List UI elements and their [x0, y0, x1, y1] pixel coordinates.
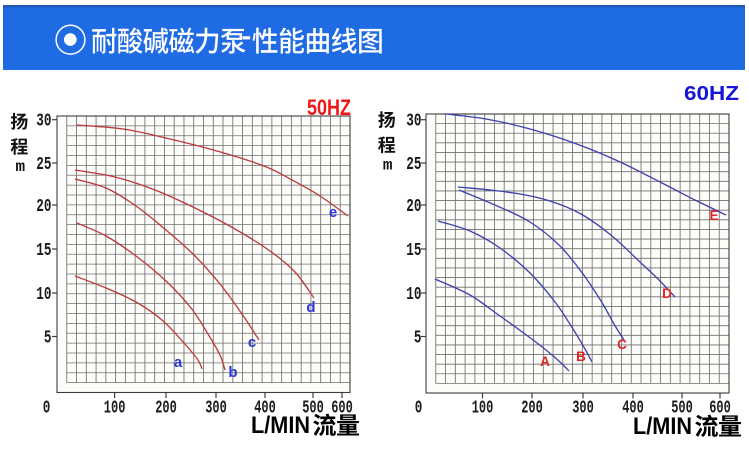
svg-text:0: 0	[415, 399, 423, 419]
svg-text:d: d	[306, 299, 315, 316]
svg-text:25: 25	[36, 155, 51, 175]
svg-text:25: 25	[406, 155, 421, 175]
svg-text:100: 100	[472, 399, 494, 419]
svg-text:L/MIN: L/MIN	[633, 413, 692, 440]
svg-text:a: a	[174, 354, 183, 371]
svg-text:e: e	[329, 204, 337, 221]
svg-text:m: m	[16, 158, 26, 176]
svg-text:15: 15	[36, 241, 51, 261]
svg-text:20: 20	[36, 197, 51, 217]
svg-text:10: 10	[36, 285, 51, 305]
svg-text:600: 600	[331, 399, 353, 419]
svg-text:L/MIN: L/MIN	[251, 412, 310, 439]
svg-text:C: C	[617, 337, 627, 352]
svg-text:5: 5	[44, 328, 52, 348]
svg-text:10: 10	[406, 285, 421, 305]
svg-text:50HZ: 50HZ	[307, 95, 351, 120]
svg-text:300: 300	[572, 399, 594, 419]
svg-text:30: 30	[406, 112, 421, 132]
svg-text:600: 600	[709, 399, 731, 419]
svg-text:400: 400	[622, 399, 644, 419]
svg-text:200: 200	[155, 399, 177, 419]
svg-text:m: m	[383, 157, 393, 175]
svg-text:E: E	[709, 208, 718, 223]
svg-text:B: B	[576, 349, 586, 364]
svg-text:D: D	[662, 286, 672, 301]
svg-text:20: 20	[406, 197, 421, 217]
svg-text:A: A	[540, 354, 550, 369]
svg-text:5: 5	[414, 328, 422, 348]
svg-text:30: 30	[36, 112, 51, 132]
svg-text:c: c	[248, 334, 256, 351]
svg-text:200: 200	[521, 399, 543, 419]
svg-text:b: b	[228, 364, 237, 381]
svg-text:0: 0	[43, 399, 51, 419]
svg-text:15: 15	[406, 241, 421, 261]
svg-text:60HZ: 60HZ	[684, 83, 739, 105]
svg-text:500: 500	[671, 399, 693, 419]
svg-text:100: 100	[104, 399, 126, 419]
svg-text:500: 500	[302, 399, 324, 419]
svg-text:300: 300	[205, 399, 227, 419]
svg-text:400: 400	[254, 399, 276, 419]
